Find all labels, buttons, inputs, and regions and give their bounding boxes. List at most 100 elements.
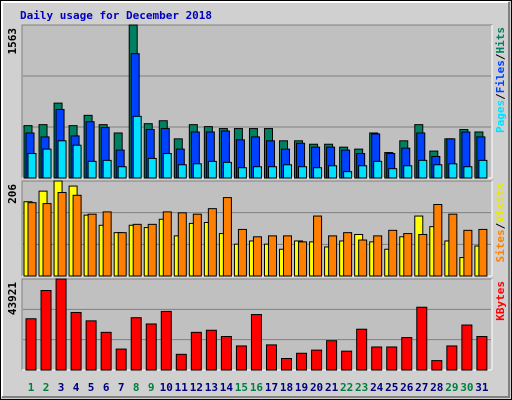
bar	[55, 278, 67, 371]
bar	[311, 349, 323, 371]
bar	[145, 323, 157, 371]
legend: Sites/Visits	[494, 183, 507, 263]
bar	[25, 318, 37, 371]
x-tick-label: 2	[43, 381, 50, 394]
bar	[102, 159, 112, 179]
bar	[418, 159, 428, 179]
legend-entry: Pages	[494, 100, 507, 133]
legend-separator: /	[494, 53, 507, 60]
bar	[87, 160, 97, 179]
x-tick-label: 3	[58, 381, 65, 394]
bar	[252, 236, 262, 277]
x-tick-label: 20	[310, 381, 323, 394]
bar	[328, 165, 338, 179]
bar	[252, 166, 262, 179]
bar	[313, 167, 323, 179]
x-tick-label: 11	[175, 381, 189, 394]
bar	[476, 336, 488, 371]
bar	[296, 352, 308, 371]
bar	[102, 211, 112, 277]
x-tick-label: 10	[160, 381, 173, 394]
bar	[207, 208, 217, 277]
bar	[72, 144, 82, 179]
bar	[160, 310, 172, 371]
x-tick-label: 29	[445, 381, 458, 394]
x-tick-label: 25	[385, 381, 398, 394]
bar	[265, 344, 277, 371]
y-tick-label: 1563	[6, 28, 19, 55]
bar	[27, 202, 37, 277]
bar	[42, 203, 52, 277]
bar	[343, 171, 353, 179]
x-tick-label: 14	[220, 381, 234, 394]
bar	[220, 336, 232, 371]
x-tick-label: 6	[103, 381, 110, 394]
bar	[283, 235, 293, 277]
bar	[401, 337, 413, 371]
x-tick-label: 13	[205, 381, 218, 394]
bar	[132, 223, 142, 277]
bar	[57, 192, 67, 277]
bar	[87, 213, 97, 277]
bar	[175, 353, 187, 371]
bar	[57, 140, 67, 179]
bar	[388, 229, 398, 277]
bar	[177, 164, 187, 179]
x-tick-label: 31	[475, 381, 489, 394]
bar	[298, 241, 308, 277]
chart-title: Daily usage for December 2018	[20, 9, 212, 22]
legend-separator: /	[494, 93, 507, 100]
bar	[433, 164, 443, 179]
x-tick-label: 24	[370, 381, 384, 394]
bar	[27, 153, 37, 179]
legend-entry: KBytes	[494, 281, 507, 321]
bar	[388, 168, 398, 179]
legend-separator: /	[494, 222, 507, 229]
x-tick-label: 8	[133, 381, 140, 394]
bar	[85, 320, 97, 371]
legend: Pages/Files/Hits	[494, 27, 507, 133]
bar	[237, 167, 247, 179]
bar	[222, 161, 232, 179]
x-tick-label: 16	[250, 381, 264, 394]
bar	[448, 213, 458, 277]
bar	[132, 115, 142, 179]
bar	[237, 228, 247, 277]
bar	[205, 329, 217, 371]
bar	[117, 232, 127, 277]
bar	[177, 212, 187, 277]
bar	[463, 229, 473, 277]
bar	[343, 232, 353, 277]
x-tick-label: 17	[265, 381, 278, 394]
bar	[192, 163, 202, 179]
bar	[403, 165, 413, 179]
bar	[70, 311, 82, 371]
bar	[371, 346, 383, 371]
bar	[313, 215, 323, 277]
x-tick-label: 21	[325, 381, 339, 394]
bar	[418, 233, 428, 277]
x-tick-label: 1	[28, 381, 35, 394]
bar	[386, 346, 398, 371]
bar	[326, 340, 338, 371]
bar	[461, 324, 473, 371]
bar	[373, 160, 383, 179]
legend-entry: Visits	[494, 183, 507, 223]
bar	[147, 223, 157, 277]
bar	[207, 160, 217, 179]
x-tick-label: 7	[118, 381, 125, 394]
bar	[463, 166, 473, 179]
x-tick-label: 22	[340, 381, 353, 394]
legend: KBytes	[494, 281, 507, 321]
bar	[341, 350, 353, 371]
bar	[72, 194, 82, 277]
bar	[147, 157, 157, 179]
bar	[222, 197, 232, 277]
bar	[267, 166, 277, 179]
bar	[250, 314, 262, 371]
bar	[356, 328, 368, 371]
bar	[281, 358, 293, 371]
bar	[358, 165, 368, 179]
x-tick-label: 12	[190, 381, 203, 394]
